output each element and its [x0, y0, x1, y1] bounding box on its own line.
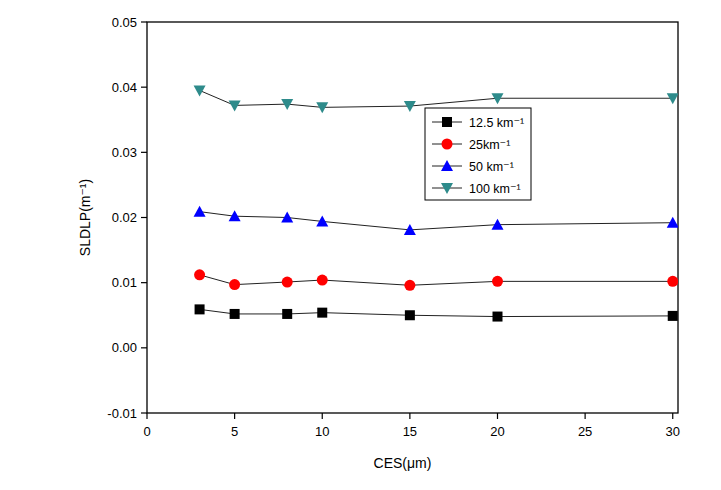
- legend-label: 12.5 km⁻¹: [469, 116, 524, 130]
- data-point: [317, 275, 328, 286]
- legend-label: 25km⁻¹: [469, 138, 510, 152]
- data-point: [667, 217, 678, 228]
- y-tick: [141, 347, 147, 348]
- x-axis-label: CES(μm): [374, 455, 432, 471]
- x-tick: [672, 413, 673, 419]
- x-tick-label: 5: [231, 424, 238, 439]
- legend-box: [425, 108, 531, 200]
- legend-marker: [442, 139, 453, 150]
- series-line: [200, 309, 673, 316]
- y-tick-label: 0.05: [112, 15, 137, 30]
- data-point: [230, 309, 240, 319]
- background: [0, 0, 721, 490]
- data-point: [282, 309, 292, 319]
- legend-label: 50 km⁻¹: [469, 160, 514, 174]
- series-line: [200, 212, 673, 230]
- data-point: [404, 224, 416, 235]
- y-tick: [141, 21, 147, 22]
- plot-area: [194, 85, 678, 321]
- data-point: [404, 280, 415, 291]
- x-tick: [146, 413, 147, 419]
- data-point: [229, 100, 241, 111]
- chart: 0 5 10 15 20 25 30 -0.01 0.00 0.01 0.02 0.03 0.04 0.0…: [0, 0, 721, 490]
- legend-marker: [442, 117, 452, 127]
- data-point: [667, 276, 678, 287]
- x-tick-label: 25: [578, 424, 592, 439]
- y-axis-label: SLDLP(m⁻¹): [77, 179, 93, 256]
- data-point: [229, 210, 241, 221]
- data-point: [229, 279, 240, 290]
- data-point: [492, 276, 503, 287]
- y-tick-label: 0.02: [112, 210, 137, 225]
- legend-marker: [441, 160, 453, 171]
- data-point: [492, 312, 502, 322]
- y-tick: [141, 87, 147, 88]
- y-tick-label: 0.03: [112, 145, 137, 160]
- data-point: [316, 215, 328, 226]
- data-point: [281, 99, 293, 110]
- data-point: [194, 85, 206, 96]
- data-point: [667, 93, 678, 104]
- legend-marker: [441, 183, 453, 194]
- data-point: [282, 277, 293, 288]
- x-tick-label: 30: [666, 424, 680, 439]
- data-point: [491, 219, 503, 230]
- data-point: [281, 212, 293, 223]
- data-point: [405, 310, 415, 320]
- series-line: [200, 90, 673, 107]
- x-tick: [585, 413, 586, 419]
- y-tick-label: 0.04: [112, 80, 137, 95]
- series-line: [200, 275, 673, 285]
- x-tick: [409, 413, 410, 419]
- data-point: [195, 304, 205, 314]
- data-point: [668, 311, 678, 321]
- data-point: [404, 101, 416, 112]
- y-tick: [141, 217, 147, 218]
- legend: 12.5 km⁻¹ 25km⁻¹ 50 km⁻¹ 100 km⁻¹: [425, 108, 531, 200]
- legend-label: 100 km⁻¹: [469, 182, 521, 196]
- data-point: [317, 308, 327, 318]
- data-point: [491, 93, 503, 104]
- x-tick-label: 15: [403, 424, 417, 439]
- x-tick: [234, 413, 235, 419]
- y-tick-label: -0.01: [107, 406, 137, 421]
- y-tick-label: 0.00: [112, 340, 137, 355]
- data-point: [194, 206, 206, 217]
- y-tick: [141, 412, 147, 413]
- x-tick: [322, 413, 323, 419]
- y-tick: [141, 282, 147, 283]
- x-tick-label: 20: [490, 424, 504, 439]
- x-tick: [497, 413, 498, 419]
- data-point: [316, 102, 328, 113]
- x-tick-label: 10: [315, 424, 329, 439]
- x-tick-label: 0: [143, 424, 150, 439]
- y-tick: [141, 152, 147, 153]
- y-tick-label: 0.01: [112, 275, 137, 290]
- data-point: [194, 269, 205, 280]
- plot-frame: [147, 22, 678, 413]
